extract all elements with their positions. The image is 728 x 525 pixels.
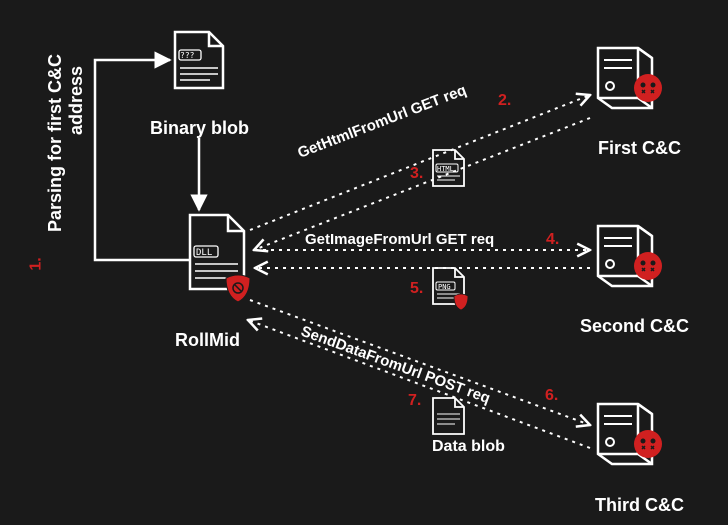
edge-7 [248,320,590,448]
edge-2 [250,95,590,230]
label-data-blob: Data blob [432,438,505,456]
svg-text:???: ??? [180,51,195,60]
edge-6-label: SendDataFromUrl POST req [299,323,493,407]
first-cc-server-icon [598,48,662,108]
label-second-cc: Second C&C [580,316,689,337]
diagram-canvas: 1. Parsing for first C&C address Binary … [0,0,728,525]
side-label-line1: Parsing for first C&C [45,54,66,232]
label-rollmid: RollMid [175,330,240,351]
second-cc-server-icon [598,226,662,286]
edge-2-label: GetHtmlFromUrl GET req [295,82,468,162]
edge-6 [250,300,590,425]
edge-3-num: 3. [410,165,423,182]
svg-text:PNG: PNG [438,283,451,291]
svg-text:DLL: DLL [196,248,212,258]
diagram-svg: ??? DLL [0,0,728,525]
label-first-cc: First C&C [598,138,681,159]
file-png-icon: PNG [433,268,468,310]
edge-2-num: 2. [498,92,511,109]
edge-7-num: 7. [408,392,421,409]
third-cc-server-icon [598,404,662,464]
step-1-number: 1. [28,257,46,270]
rollmid-icon: DLL [190,215,250,302]
svg-text:HTML: HTML [437,165,454,173]
edge-3 [254,118,590,250]
binary-blob-icon: ??? [175,32,223,88]
file-html-icon: HTML [433,150,464,186]
edge-6-num: 6. [545,387,558,404]
label-binary-blob: Binary blob [150,118,249,139]
edge-4-num: 4. [546,231,559,248]
edge-parsing-bracket [95,60,190,260]
file-data-icon [433,398,464,434]
edge-5-num: 5. [410,280,423,297]
label-third-cc: Third C&C [595,495,684,516]
edge-4-label: GetImageFromUrl GET req [305,231,494,248]
side-label-line2: address [66,66,87,135]
